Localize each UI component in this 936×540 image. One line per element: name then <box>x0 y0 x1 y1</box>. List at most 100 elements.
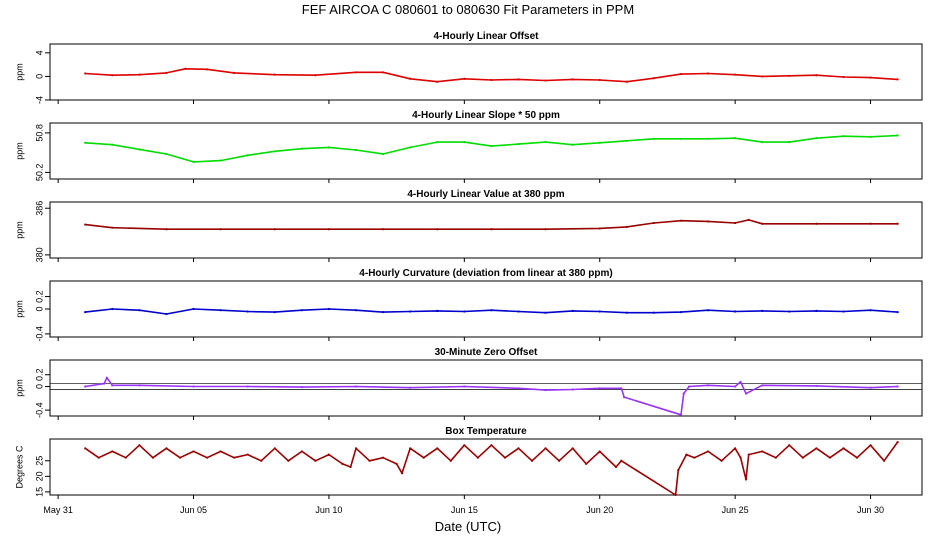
data-point <box>734 221 737 225</box>
data-point <box>734 137 737 140</box>
data-point <box>815 137 818 140</box>
data-point <box>598 141 601 144</box>
data-point <box>84 447 87 450</box>
data-point <box>192 307 195 311</box>
panel-title: Box Temperature <box>445 426 527 437</box>
y-tick-label: 50.2 <box>34 164 44 182</box>
data-point <box>300 147 303 150</box>
data-point <box>744 478 748 481</box>
data-point <box>706 72 710 75</box>
series-line-zero <box>85 376 898 416</box>
data-point <box>463 310 466 313</box>
x-axis: May 31 Jun 05 Jun 10 Jun 15 Jun 20 Jun 25 Jun … <box>43 505 884 515</box>
data-point <box>869 135 872 138</box>
data-point <box>734 73 737 76</box>
data-point <box>679 137 683 140</box>
data-point <box>490 228 493 231</box>
data-point <box>381 456 385 459</box>
data-point <box>273 228 276 231</box>
data-point <box>544 388 547 392</box>
data-point <box>679 219 683 222</box>
data-point <box>490 309 493 312</box>
data-point <box>436 80 439 83</box>
data-point <box>734 310 737 313</box>
x-tick-label: Jun 30 <box>857 505 884 515</box>
data-point <box>652 137 656 140</box>
data-point <box>761 309 764 312</box>
data-point <box>688 385 691 388</box>
data-point <box>327 453 331 456</box>
data-point <box>84 72 87 75</box>
data-point <box>517 142 520 146</box>
data-point <box>503 456 507 459</box>
data-point <box>679 413 683 416</box>
x-tick-label: Jun 20 <box>586 505 613 515</box>
data-point <box>517 78 520 81</box>
data-point <box>395 462 398 465</box>
y-axis-label: ppm <box>14 379 24 397</box>
data-point <box>205 68 209 71</box>
data-point <box>219 159 222 162</box>
y-tick-label: 0.2 <box>34 290 44 303</box>
data-point <box>571 388 574 391</box>
data-point <box>490 144 493 148</box>
data-point <box>349 465 352 469</box>
y-axis-label: ppm <box>14 221 24 239</box>
panel-3: 4-Hourly Linear Value at 380 ppm 380 386 pp… <box>14 189 923 262</box>
data-point <box>165 447 168 450</box>
data-point <box>801 456 804 459</box>
data-point <box>747 453 750 456</box>
panel-6: Box Temperature 15 20 25 Degrees C <box>14 426 923 499</box>
data-point <box>530 459 534 462</box>
y-axis-label: ppm <box>14 300 24 318</box>
data-point <box>761 384 764 387</box>
data-point <box>449 459 452 462</box>
series-line-temp <box>84 441 899 496</box>
data-point <box>476 456 479 459</box>
data-point <box>788 141 791 144</box>
data-point <box>828 456 832 459</box>
data-point <box>260 459 263 462</box>
data-point <box>625 225 628 228</box>
data-point <box>219 228 222 231</box>
data-point <box>625 311 628 314</box>
data-point <box>682 392 685 395</box>
data-point <box>620 459 623 462</box>
data-point <box>124 456 127 459</box>
data-point <box>105 376 108 379</box>
data-point <box>585 462 588 465</box>
data-point <box>855 456 859 459</box>
data-point <box>842 135 845 138</box>
panel-title: 4-Hourly Linear Offset <box>433 31 539 42</box>
data-point <box>788 74 791 77</box>
data-point <box>138 384 141 387</box>
data-point <box>184 67 187 70</box>
y-tick-label: 0 <box>34 306 44 311</box>
data-point <box>734 447 737 450</box>
y-tick-label: 0.2 <box>34 368 44 381</box>
data-point <box>544 447 547 450</box>
data-point <box>571 78 574 81</box>
data-point <box>761 75 764 78</box>
data-point <box>652 311 656 314</box>
data-point <box>598 387 601 390</box>
data-point <box>273 447 276 450</box>
data-point <box>300 386 303 389</box>
data-point <box>368 459 371 462</box>
data-point <box>314 74 317 77</box>
panel-frame <box>49 201 923 259</box>
data-point <box>233 71 236 74</box>
panel-title: 4-Hourly Linear Value at 380 ppm <box>407 189 564 200</box>
data-point <box>84 385 87 388</box>
x-tick-label: Jun 10 <box>315 505 342 515</box>
data-point <box>614 465 618 469</box>
data-point <box>544 311 547 314</box>
data-point <box>436 228 439 231</box>
x-tick-label: Jun 15 <box>451 505 478 515</box>
data-point <box>598 227 601 230</box>
data-point <box>623 396 626 399</box>
data-point <box>327 228 331 231</box>
y-tick-label: 25 <box>34 456 44 466</box>
